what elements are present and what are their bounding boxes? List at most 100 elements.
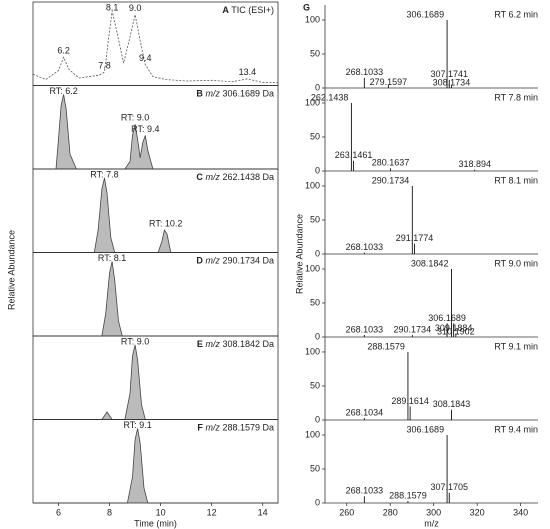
peak-label: 9.0 xyxy=(129,3,142,13)
peak-label: 13.4 xyxy=(239,67,257,77)
panel-title: RT 7.8 min xyxy=(494,92,538,102)
title-text: 290.1734 Da xyxy=(222,256,274,266)
panel-title: RT 9.0 min xyxy=(494,258,538,268)
y-tick-label: 50 xyxy=(310,380,320,390)
x-tick-label: 14 xyxy=(258,507,268,517)
peak-label: RT: 6.2 xyxy=(49,86,77,96)
y-tick-label: 100 xyxy=(305,263,320,273)
y-tick-label: 0 xyxy=(315,414,320,424)
peak-mz-label: 306.1689 xyxy=(407,9,445,19)
y-tick-label: 50 xyxy=(310,297,320,307)
title-text: TIC (ESI+) xyxy=(231,5,274,15)
peak-mz-label: 307.1741 xyxy=(430,69,468,79)
panel-letter: C xyxy=(196,172,203,182)
peak-mz-label: 268.1034 xyxy=(346,407,384,417)
peak-mz-label: 279.1597 xyxy=(370,77,408,87)
title-text: 308.1842 Da xyxy=(222,339,274,349)
peak-mz-label: 310.1902 xyxy=(437,326,475,336)
panel-letter: A xyxy=(222,5,229,15)
peak-mz-label: 288.1579 xyxy=(367,341,405,351)
y-tick-label: 0 xyxy=(315,248,320,258)
peak-area xyxy=(33,261,278,336)
peak-mz-label: 290.1734 xyxy=(372,175,410,185)
panel-title: B m/z 306.1689 Da xyxy=(196,89,274,99)
x-tick-label: 12 xyxy=(207,507,217,517)
peak-mz-label: 308.1843 xyxy=(433,399,471,409)
peak-mz-label: 268.1033 xyxy=(346,486,384,496)
panel-title: C m/z 262.1438 Da xyxy=(196,172,274,182)
y-tick-label: 50 xyxy=(310,48,320,58)
x-tick-label: 8 xyxy=(107,507,112,517)
x-tick-label: 260 xyxy=(339,507,354,517)
panel-letter: B xyxy=(196,89,203,99)
trace xyxy=(32,10,278,83)
peak-mz-label: 268.1033 xyxy=(346,242,384,252)
peak-mz-label: 288.1579 xyxy=(389,490,427,500)
peak-area xyxy=(33,10,278,86)
panel-letter: D xyxy=(196,256,203,266)
y-tick-label: 100 xyxy=(305,180,320,190)
peak-mz-label: 306.1689 xyxy=(428,313,466,323)
peak-label: RT: 9.4 xyxy=(131,124,159,134)
y-tick-label: 100 xyxy=(305,14,320,24)
x-axis-label: m/z xyxy=(424,518,439,528)
trace xyxy=(33,344,278,420)
peak-area xyxy=(33,344,278,420)
trace xyxy=(33,177,278,253)
x-axis-label: Time (min) xyxy=(134,518,177,528)
peak-mz-label: 318.894 xyxy=(458,159,491,169)
panel-letter: F xyxy=(197,423,203,433)
peak-mz-label: 280.1637 xyxy=(372,158,410,168)
panel-title: D m/z 290.1734 Da xyxy=(196,256,274,266)
trace xyxy=(33,261,278,337)
peak-label: RT: 8.1 xyxy=(98,253,126,263)
panel-title: E m/z 308.1842 Da xyxy=(197,339,274,349)
title-text: 288.1579 Da xyxy=(222,423,274,433)
title-unit: m/z xyxy=(205,89,220,99)
peak-area xyxy=(33,177,278,253)
trace xyxy=(33,428,278,504)
peak-label: RT: 9.0 xyxy=(121,113,149,123)
y-tick-label: 0 xyxy=(315,497,320,507)
x-tick-label: 300 xyxy=(426,507,441,517)
y-tick-label: 100 xyxy=(305,97,320,107)
x-tick-label: 10 xyxy=(156,507,166,517)
peak-mz-label: 289.1614 xyxy=(391,396,429,406)
y-tick-label: 50 xyxy=(310,463,320,473)
x-tick-label: 280 xyxy=(383,507,398,517)
peak-label: RT: 9.1 xyxy=(123,420,151,430)
panel-frame xyxy=(32,419,279,504)
trace xyxy=(33,94,278,170)
x-tick-label: 6 xyxy=(56,507,61,517)
peak-mz-label: 307.1705 xyxy=(430,482,468,492)
panel-title: F m/z 288.1579 Da xyxy=(197,423,274,433)
title-unit: m/z xyxy=(205,256,220,266)
peak-mz-label: 306.1689 xyxy=(407,424,445,434)
panel-title: RT 9.1 min xyxy=(494,341,538,351)
y-axis-label: Relative Abundance xyxy=(6,230,16,310)
panel-title: RT 9.4 min xyxy=(494,424,538,434)
title-text: 262.1438 Da xyxy=(222,172,274,182)
peak-label: RT: 7.8 xyxy=(90,169,118,179)
y-tick-label: 0 xyxy=(315,165,320,175)
x-tick-label: 340 xyxy=(513,507,528,517)
peak-mz-label: 268.1033 xyxy=(346,67,384,77)
title-unit: m/z xyxy=(205,423,220,433)
y-tick-label: 50 xyxy=(310,131,320,141)
peak-label: RT: 9.0 xyxy=(121,336,149,346)
y-axis-label: Relative Abundance xyxy=(294,214,304,294)
panel-title: RT 6.2 min xyxy=(494,9,538,19)
panel-letter: E xyxy=(197,339,203,349)
peak-label: 8.1 xyxy=(106,2,119,12)
peak-label: 9.4 xyxy=(139,53,152,63)
peak-mz-label: 291.1774 xyxy=(396,233,434,243)
peak-mz-label: 308.1734 xyxy=(433,77,471,87)
title-unit: m/z xyxy=(205,172,220,182)
peak-mz-label: 308.1842 xyxy=(411,258,449,268)
peak-mz-label: 290.1734 xyxy=(394,324,432,334)
title-unit: m/z xyxy=(205,339,220,349)
peak-mz-label: 263.1461 xyxy=(335,150,373,160)
title-text: 306.1689 Da xyxy=(222,89,274,99)
peak-area xyxy=(33,94,278,169)
